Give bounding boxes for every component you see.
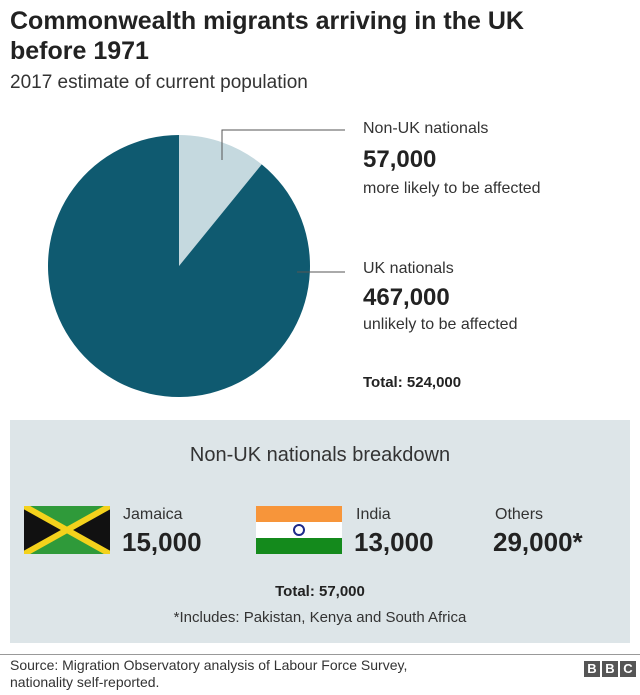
jamaica-value: 15,000 — [122, 527, 202, 557]
pie-total: Total: 524,000 — [363, 374, 462, 391]
india-value: 13,000 — [354, 527, 434, 557]
india-flag-icon — [256, 506, 342, 554]
jamaica-flag-icon — [24, 506, 110, 554]
slice-label-non-uk: Non-UK nationals — [363, 120, 489, 137]
slice-label-uk: UK nationals — [363, 260, 454, 277]
jamaica-label: Jamaica — [123, 506, 183, 523]
chart-title: Commonwealth migrants arriving in the UK… — [10, 7, 524, 65]
source-text: Source: Migration Observatory analysis o… — [10, 657, 408, 690]
pie-chart — [48, 129, 345, 398]
slice-note-uk: unlikely to be affected — [363, 316, 518, 333]
slice-value-uk: 467,000 — [363, 284, 450, 311]
others-label: Others — [495, 506, 544, 523]
leader-line-non-uk — [221, 129, 345, 160]
breakdown-title: Non-UK nationals breakdown — [189, 444, 451, 466]
slice-note-non-uk: more likely to be affected — [363, 180, 541, 197]
breakdown-footnote: *Includes: Pakistan, Kenya and South Afr… — [173, 609, 467, 626]
chart-subtitle: 2017 estimate of current population — [10, 72, 308, 93]
slice-value-non-uk: 57,000 — [363, 146, 437, 173]
others-value: 29,000* — [493, 527, 583, 557]
footer-divider — [0, 654, 640, 655]
india-label: India — [356, 506, 391, 523]
pie-slice-non-uk-nationals — [179, 135, 262, 266]
pie-slice-uk-nationals — [48, 135, 310, 398]
breakdown-total: Total: 57,000 — [275, 583, 365, 600]
